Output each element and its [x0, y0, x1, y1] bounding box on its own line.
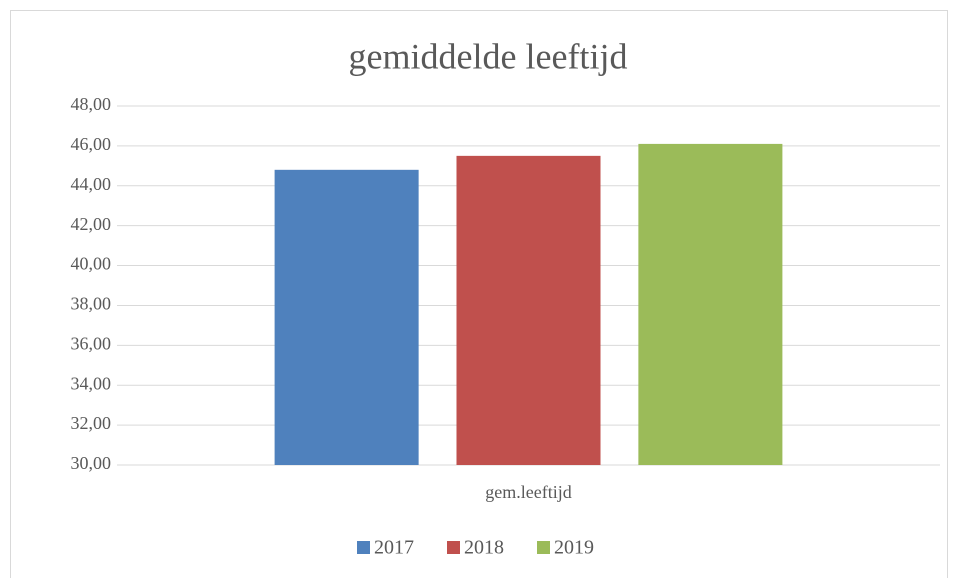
legend-label: 2018	[464, 537, 504, 559]
y-tick-label: 30,00	[71, 453, 112, 473]
y-tick-label: 36,00	[71, 333, 112, 353]
x-tick-label: gem.leeftijd	[485, 482, 571, 502]
legend-label: 2019	[554, 537, 594, 559]
bar	[638, 143, 783, 465]
y-tick-label: 40,00	[71, 254, 112, 274]
y-tick-label: 34,00	[71, 373, 112, 393]
legend-swatch	[357, 541, 370, 554]
y-tick-label: 32,00	[71, 413, 112, 433]
bar	[274, 169, 419, 466]
legend-label: 2017	[374, 537, 414, 559]
y-tick-label: 42,00	[71, 214, 112, 234]
y-tick-label: 48,00	[71, 94, 112, 114]
bar	[456, 155, 601, 465]
chart-title: gemiddelde leeftijd	[349, 36, 628, 76]
legend-swatch	[447, 541, 460, 554]
y-tick-label: 38,00	[71, 294, 112, 314]
y-tick-label: 44,00	[71, 174, 112, 194]
y-tick-label: 46,00	[71, 134, 112, 154]
legend-swatch	[537, 541, 550, 554]
